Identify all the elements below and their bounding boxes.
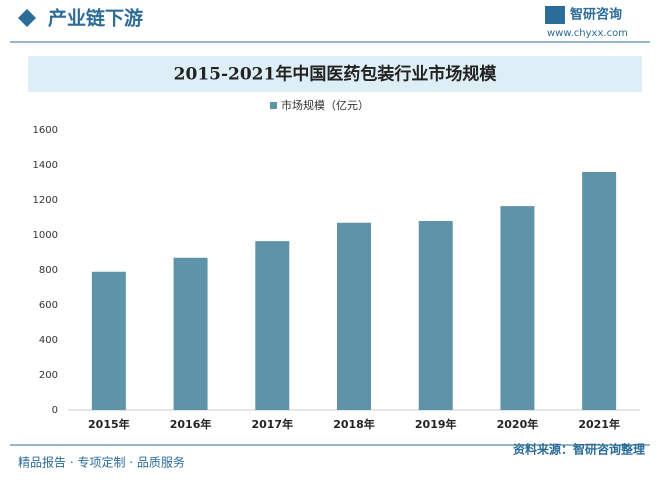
title-band: [28, 56, 642, 92]
chart-title: 2015-2021年中国医药包装行业市场规模: [174, 64, 498, 85]
y-tick-label: 1400: [33, 160, 58, 171]
header-icon: [18, 9, 36, 27]
plot: 0 200 400 600 800 1000 1200 1400 1600 市场规模（亿元） 201…: [33, 98, 640, 431]
y-tick-label: 200: [39, 370, 58, 381]
x-tick-label: 2020年: [497, 417, 539, 431]
y-tick-label: 800: [39, 265, 58, 276]
bar: [337, 222, 371, 410]
y-tick-label: 1600: [33, 125, 58, 136]
bar: [255, 241, 290, 410]
x-tick-label: 2018年: [333, 417, 375, 431]
x-tick-label: 2017年: [251, 417, 293, 431]
y-tick-label: 1200: [33, 195, 58, 206]
footer-source: 资料来源：智研咨询整理: [513, 442, 645, 457]
y-tick-label: 0: [52, 405, 58, 416]
bar: [500, 206, 535, 410]
y-tick-label: 400: [39, 335, 58, 346]
x-tick-label: 2016年: [170, 417, 212, 431]
url: www.chyxx.com: [547, 28, 628, 39]
legend-swatch: [270, 102, 277, 109]
x-tick-label: 2019年: [415, 417, 457, 431]
x-tick-label: 2021年: [578, 417, 620, 431]
y-tick-label: 600: [39, 300, 58, 311]
bar: [91, 271, 126, 410]
x-tick-label: 2015年: [88, 417, 130, 431]
footer-slogan: 精品报告 · 专项定制 · 品质服务: [18, 455, 185, 470]
bar: [173, 257, 208, 410]
bar: [582, 172, 617, 410]
bar: [418, 221, 453, 410]
logo-icon: [545, 6, 565, 24]
y-tick-label: 1000: [33, 230, 58, 241]
brand: 智研咨询: [570, 7, 622, 23]
header-title: 产业链下游: [48, 7, 143, 30]
legend-label: 市场规模（亿元）: [281, 98, 369, 112]
